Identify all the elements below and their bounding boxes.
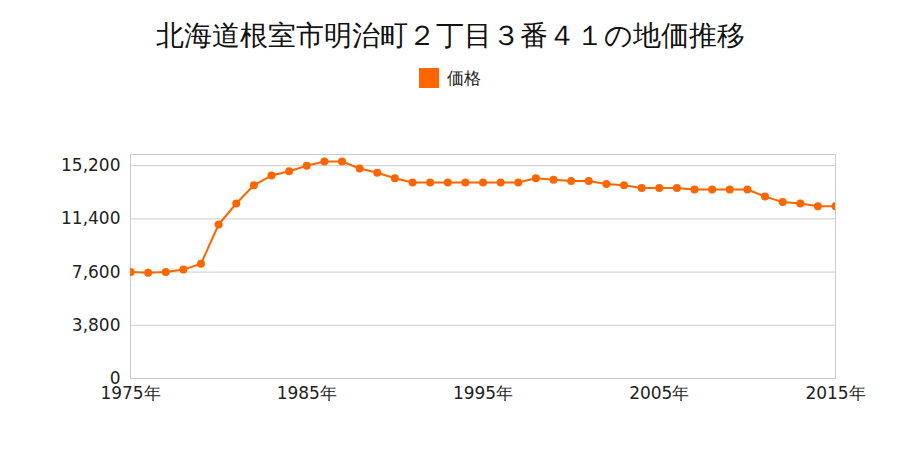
svg-text:2015年: 2015年 [805,383,865,403]
svg-text:1985年: 1985年 [277,383,337,403]
svg-text:0: 0 [109,367,121,388]
html-text:北海道根室市明治町２丁目３番４１の地価推移: 北海道根室市明治町２丁目３番４１の地価推移 [155,19,745,52]
svg-text:2005年: 2005年 [629,383,689,403]
svg-text:3,800: 3,800 [72,315,121,335]
svg-text:11,400: 11,400 [61,208,120,228]
svg-text:1995年: 1995年 [453,383,513,403]
html-text:価格: 価格 [447,67,481,88]
svg-text:7,600: 7,600 [72,262,121,282]
svg-text:1975年: 1975年 [100,383,160,403]
svg-text:15,200: 15,200 [61,155,120,175]
